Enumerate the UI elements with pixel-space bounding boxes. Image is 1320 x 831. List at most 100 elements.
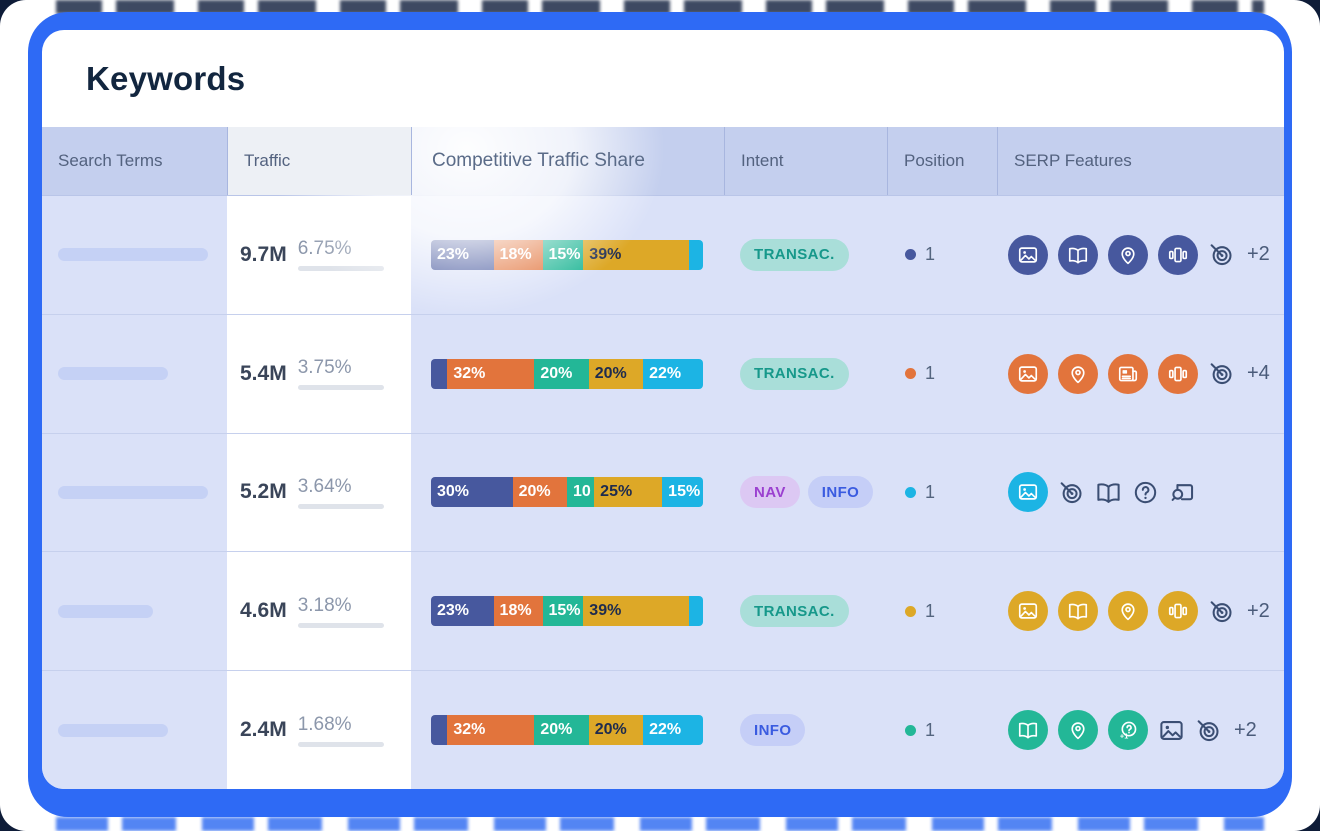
question-plus-icon: +1 — [1108, 710, 1148, 751]
column-header-intent[interactable]: Intent — [724, 127, 887, 195]
cell-search-terms — [42, 434, 227, 552]
bar-segment-label: 25% — [600, 483, 633, 501]
bar-segment-yellow: 39% — [583, 239, 690, 270]
bar-segment-label: 39% — [589, 602, 622, 620]
cell-traffic: 9.7M 6.75% — [227, 196, 411, 314]
table-body: 9.7M 6.75% 23% 18% 15% 39% TRANSAC. 1 +2 5.4M 3.75… — [42, 195, 1284, 789]
position-value: 1 — [925, 244, 936, 265]
decorative-text-strip-top — [56, 0, 1264, 14]
svg-text:+1: +1 — [1120, 732, 1128, 741]
keyword-placeholder — [58, 485, 208, 499]
target-icon — [1208, 598, 1235, 625]
traffic-share-track — [297, 266, 384, 272]
bar-segment-label: 15% — [548, 602, 581, 620]
traffic-share-stacked-bar: 30% 20% 10 25% 15% — [431, 477, 703, 508]
book-icon — [1095, 479, 1122, 506]
traffic-share-percent: 3.18% — [297, 594, 352, 616]
serp-more-count[interactable]: +2 — [1234, 718, 1257, 741]
bar-segment-teal: 20% — [534, 715, 589, 746]
keyword-placeholder — [58, 367, 168, 381]
traffic-share-percent: 3.75% — [297, 357, 352, 379]
cell-serp-features: +2 — [997, 552, 1284, 670]
traffic-share-block: 3.18% — [297, 594, 384, 628]
book-icon — [1058, 234, 1098, 275]
column-header-search-terms[interactable]: Search Terms — [58, 151, 163, 170]
intent-badge-transactional: TRANSAC. — [740, 238, 849, 271]
cell-position: 1 — [887, 552, 997, 670]
cell-intent: NAV INFO — [724, 434, 887, 552]
intent-badge-info: INFO — [807, 476, 874, 509]
cell-search-terms — [42, 671, 227, 789]
cell-search-terms — [42, 552, 227, 670]
bar-segment-yellow: 39% — [583, 596, 690, 627]
table-header-row: Search Terms Traffic Competitive Traffic… — [42, 127, 1284, 195]
bar-segment-cyan: 15% — [662, 477, 703, 508]
column-header-position[interactable]: Position — [887, 127, 997, 195]
column-header-traffic[interactable]: Traffic — [227, 127, 411, 195]
news-icon — [1108, 353, 1148, 394]
position-dot — [905, 368, 916, 380]
intent-badge-transactional: TRANSAC. — [740, 595, 849, 628]
location-icon — [1108, 234, 1148, 275]
location-icon — [1108, 591, 1148, 632]
bar-segment-label: 20% — [594, 721, 627, 739]
table-row[interactable]: 5.4M 3.75% 32% 20% 20% 22% TRANSAC. 1 +4 — [42, 313, 1284, 433]
bar-segment-cyan — [689, 596, 703, 627]
bar-segment-orange: 18% — [493, 239, 543, 270]
table-row[interactable]: 2.4M 1.68% 32% 20% 20% 22% INFO 1 +1 +2 — [42, 670, 1284, 789]
intent-badge-transactional: TRANSAC. — [740, 357, 849, 390]
traffic-share-percent: 3.64% — [297, 475, 352, 497]
cell-competitive-traffic-share: 32% 20% 20% 22% — [411, 671, 724, 789]
cell-intent: TRANSAC. — [724, 315, 887, 433]
cell-search-terms — [42, 196, 227, 314]
position-value: 1 — [925, 719, 936, 740]
bar-segment-label: 23% — [437, 245, 470, 263]
traffic-share-track — [297, 385, 384, 391]
cell-serp-features: +2 — [997, 196, 1284, 314]
location-icon — [1058, 710, 1098, 751]
traffic-share-block: 3.75% — [297, 357, 384, 391]
serp-more-count[interactable]: +2 — [1247, 599, 1270, 622]
bar-segment-cyan — [689, 239, 703, 270]
traffic-share-stacked-bar: 32% 20% 20% 22% — [431, 715, 703, 746]
bar-segment-label: 22% — [649, 364, 682, 382]
traffic-share-block: 1.68% — [297, 714, 384, 747]
position-dot — [905, 724, 916, 736]
bar-segment-teal: 10 — [566, 477, 595, 508]
serp-more-count[interactable]: +4 — [1247, 362, 1270, 385]
bar-segment-label: 20% — [594, 364, 627, 382]
bar-segment-teal: 15% — [542, 239, 584, 270]
carousel-icon — [1158, 353, 1198, 394]
table-row[interactable]: 5.2M 3.64% 30% 20% 10 25% 15% NAV INFO 1 — [42, 432, 1284, 552]
target-icon — [1058, 479, 1085, 506]
related-search-icon — [1169, 479, 1196, 506]
bar-segment-label: 20% — [518, 483, 551, 501]
cell-serp-features: +4 — [997, 315, 1284, 433]
bar-segment-label: 22% — [649, 721, 682, 739]
traffic-value: 5.4M — [240, 361, 287, 385]
serp-more-count[interactable]: +2 — [1247, 243, 1270, 266]
column-header-serp-features[interactable]: SERP Features — [997, 127, 1284, 195]
cell-position: 1 — [887, 434, 997, 552]
carousel-icon — [1158, 591, 1198, 632]
bar-segment-label: 23% — [437, 602, 470, 620]
table-row[interactable]: 9.7M 6.75% 23% 18% 15% 39% TRANSAC. 1 +2 — [42, 195, 1284, 314]
bar-segment-orange: 32% — [447, 358, 535, 389]
image-icon — [1008, 353, 1048, 394]
position-dot — [905, 605, 916, 617]
cell-competitive-traffic-share: 32% 20% 20% 22% — [411, 315, 724, 433]
bar-segment-label: 15% — [668, 483, 701, 501]
bar-segment-orange: 32% — [447, 715, 535, 746]
bar-segment-label: 18% — [499, 245, 532, 263]
table-row[interactable]: 4.6M 3.18% 23% 18% 15% 39% TRANSAC. 1 +2 — [42, 551, 1284, 671]
position-dot — [905, 249, 916, 261]
traffic-share-stacked-bar: 32% 20% 20% 22% — [431, 358, 703, 389]
cell-position: 1 — [887, 196, 997, 314]
blue-frame: Keywords Search Terms Traffic Competitiv… — [28, 12, 1292, 817]
column-header-competitive-traffic-share[interactable]: Competitive Traffic Share — [411, 127, 724, 195]
cell-competitive-traffic-share: 23% 18% 15% 39% — [411, 196, 724, 314]
cell-traffic: 5.2M 3.64% — [227, 433, 411, 552]
cell-serp-features: +1 +2 — [997, 671, 1284, 789]
